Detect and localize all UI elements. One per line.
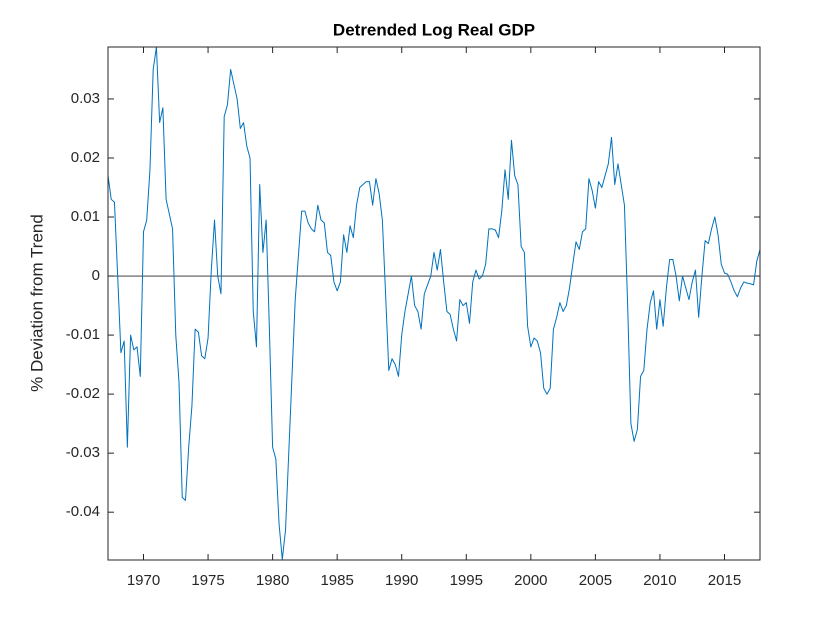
x-tick-label: 2015: [708, 572, 741, 589]
x-tick-label: 1990: [385, 572, 418, 589]
y-tick-label: -0.01: [66, 326, 100, 343]
y-axis-label: % Deviation from Trend: [27, 214, 46, 392]
x-tick-label: 2010: [643, 572, 676, 589]
x-tick-label: 2000: [514, 572, 547, 589]
x-tick-label: 2005: [579, 572, 612, 589]
y-tick-label: 0: [92, 267, 100, 284]
y-tick-label: -0.04: [66, 503, 100, 520]
x-tick-label: 1995: [450, 572, 483, 589]
x-tick-label: 1980: [256, 572, 289, 589]
data-line: [107, 46, 761, 560]
y-tick-label: -0.02: [66, 385, 100, 402]
y-tick-label: 0.02: [71, 149, 100, 166]
chart-title: Detrended Log Real GDP: [333, 20, 535, 39]
axes-box: [107, 46, 761, 561]
y-tick-label: -0.03: [66, 444, 100, 461]
x-tick-label: 1985: [320, 572, 353, 589]
x-tick-label: 1975: [191, 572, 224, 589]
x-tick-label: 1970: [127, 572, 160, 589]
y-tick-label: 0.01: [71, 208, 100, 225]
y-tick-label: 0.03: [71, 90, 100, 107]
